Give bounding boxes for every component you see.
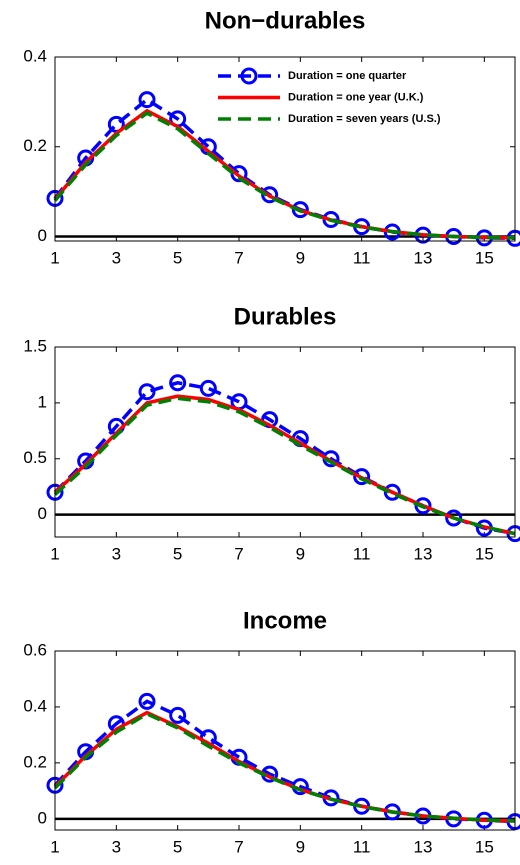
axes-box (54, 650, 516, 831)
x-tick-label: 1 (50, 837, 59, 856)
x-tick-label: 9 (296, 837, 305, 856)
x-tick-label: 3 (112, 837, 121, 856)
x-tick-label: 5 (173, 544, 182, 563)
axes-box (54, 56, 516, 242)
legend-label: Duration = one year (U.K.) (288, 91, 424, 103)
x-tick-label: 1 (50, 544, 59, 563)
x-tick-label: 9 (296, 544, 305, 563)
legend-label: Duration = one quarter (288, 70, 407, 82)
plot-area (55, 347, 515, 537)
x-tick-label: 5 (173, 248, 182, 267)
chart-title: Income (243, 607, 327, 634)
x-tick-label: 9 (296, 248, 305, 267)
plot-area (55, 57, 515, 241)
series-line (53, 111, 516, 240)
chart-title: Non−durables (205, 7, 366, 34)
x-tick-label: 7 (234, 837, 243, 856)
legend-marker (240, 67, 258, 85)
x-tick-label: 13 (414, 248, 433, 267)
marker (414, 497, 432, 515)
marker (261, 186, 279, 204)
x-tick-label: 15 (475, 248, 494, 267)
marker (445, 509, 463, 527)
y-tick-label: 0 (38, 504, 47, 523)
series-line (53, 396, 516, 536)
x-tick-label: 7 (234, 544, 243, 563)
x-tick-label: 13 (414, 837, 433, 856)
marker (169, 374, 187, 392)
y-tick-label: 1.5 (23, 336, 47, 355)
x-tick-label: 15 (475, 544, 494, 563)
y-tick-label: 0.2 (23, 752, 47, 771)
x-tick-label: 3 (112, 248, 121, 267)
marker (138, 383, 156, 401)
marker (353, 468, 371, 486)
x-tick-label: 7 (234, 248, 243, 267)
plot-area (55, 651, 515, 830)
y-tick-label: 0 (38, 226, 47, 245)
series-line (53, 711, 516, 823)
legend-label: Duration = seven years (U.S.) (288, 113, 441, 125)
axes-box (54, 346, 516, 538)
x-tick-label: 1 (50, 248, 59, 267)
x-tick-label: 11 (353, 544, 371, 563)
y-tick-label: 0.2 (23, 136, 47, 155)
chart-title: Durables (234, 303, 337, 330)
x-tick-label: 13 (414, 544, 433, 563)
x-tick-label: 11 (353, 837, 371, 856)
x-tick-label: 3 (112, 544, 121, 563)
y-tick-label: 1 (38, 392, 47, 411)
marker (138, 91, 156, 109)
y-tick-label: 0.5 (23, 448, 47, 467)
marker (169, 706, 187, 724)
y-tick-label: 0.4 (23, 696, 47, 715)
marker (383, 483, 401, 501)
y-tick-label: 0.6 (23, 640, 47, 659)
marker (138, 692, 156, 710)
x-tick-label: 15 (475, 837, 494, 856)
y-tick-label: 0 (38, 808, 47, 827)
x-tick-label: 11 (353, 248, 371, 267)
y-tick-label: 0.4 (23, 46, 47, 65)
marker (199, 379, 217, 397)
x-tick-label: 5 (173, 837, 182, 856)
